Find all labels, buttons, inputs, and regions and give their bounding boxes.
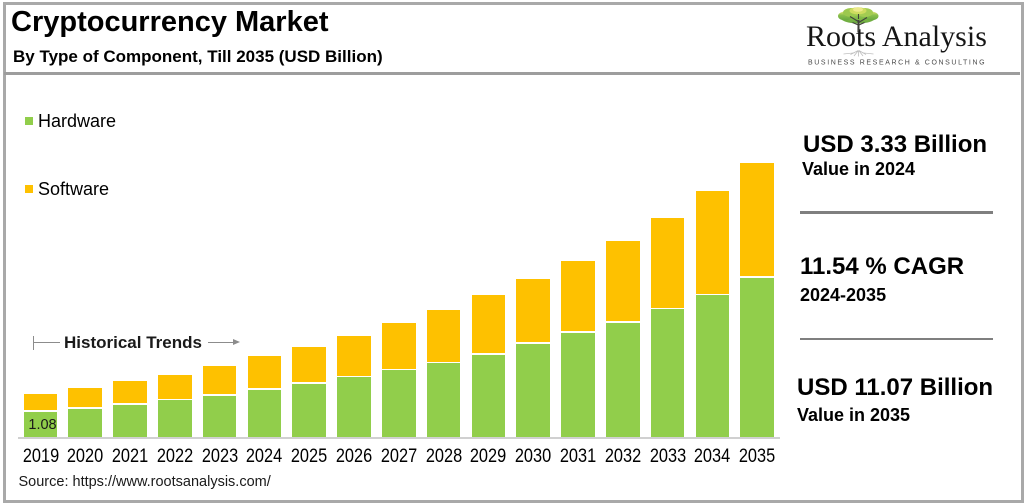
svg-text:BUSINESS RESEARCH & CONSULTING: BUSINESS RESEARCH & CONSULTING (808, 60, 986, 67)
svg-text:Roots Analysis: Roots Analysis (806, 20, 987, 53)
